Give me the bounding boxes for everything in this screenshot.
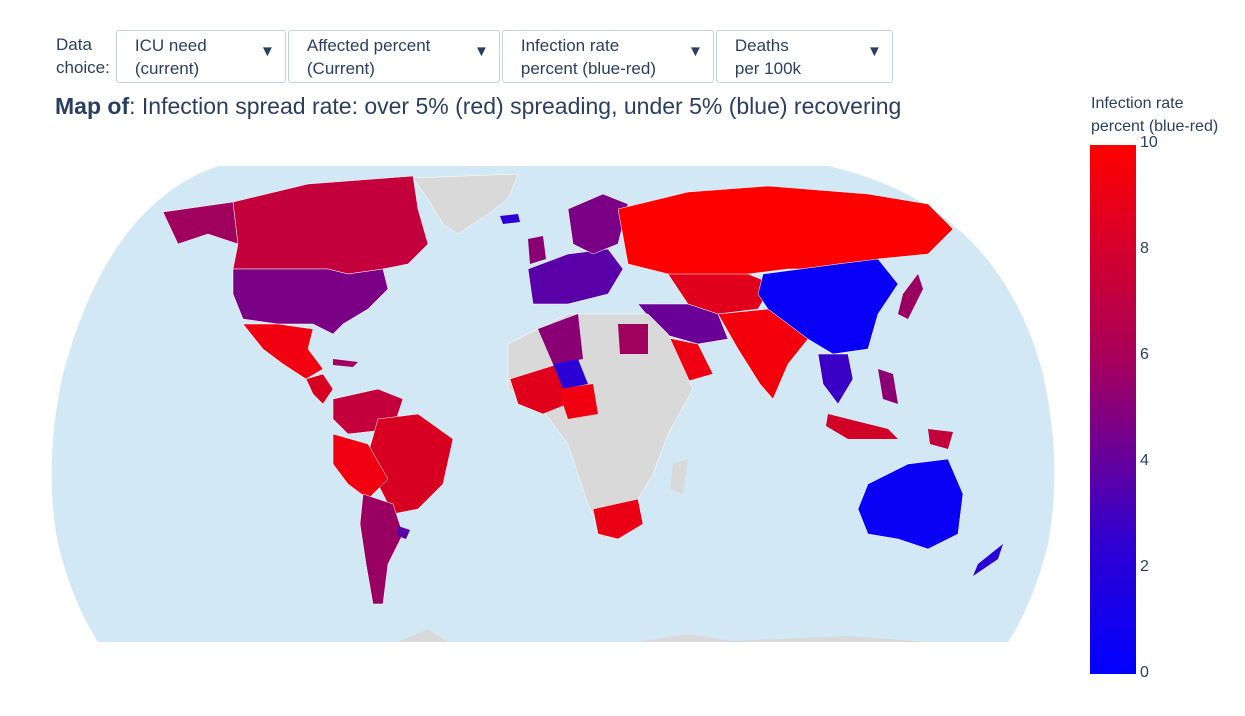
alaska[interactable] [162, 201, 239, 245]
colorbar-title-line2: percent (blue-red) [1091, 118, 1219, 135]
new-zealand[interactable] [973, 544, 1003, 576]
niger[interactable] [553, 359, 588, 389]
cuba[interactable] [333, 359, 358, 367]
papua-new-guinea[interactable] [928, 429, 953, 449]
dropdown-label: per 100k [734, 59, 802, 78]
canada[interactable] [232, 175, 429, 275]
algeria[interactable] [538, 314, 583, 364]
chevron-down-icon: ▼ [474, 43, 489, 60]
colorbar-tick: 6 [1140, 346, 1149, 363]
scandinavia[interactable] [567, 193, 629, 255]
argentina-chile[interactable] [359, 493, 404, 605]
west-africa[interactable] [509, 363, 569, 415]
world-map[interactable] [48, 164, 1058, 644]
map-title: Map of: Infection spread rate: over 5% (… [55, 93, 901, 120]
greenland[interactable] [412, 173, 519, 235]
mexico[interactable] [242, 323, 324, 380]
south-africa[interactable] [592, 498, 644, 540]
central-america[interactable] [305, 373, 334, 405]
colorbar-tick: 2 [1140, 558, 1149, 575]
usa[interactable] [232, 268, 389, 335]
colorbar-tick: 0 [1140, 664, 1149, 681]
chevron-down-icon: ▼ [688, 43, 703, 60]
deaths-per-100k-dropdown[interactable]: Deaths per 100k ▼ [715, 30, 893, 83]
infection-rate-dropdown[interactable]: Infection rate percent (blue-red) ▼ [501, 30, 714, 83]
madagascar[interactable] [670, 459, 688, 494]
map-title-bold: Map of [55, 93, 130, 119]
colorbar-tick: 8 [1140, 240, 1149, 257]
antarctica [398, 629, 448, 642]
affected-percent-dropdown[interactable]: Affected percent (Current) ▼ [287, 30, 500, 83]
data-choice-controls: Data choice: ICU need (current) ▼ Affect… [56, 30, 895, 83]
china[interactable] [757, 258, 899, 355]
antarctica [638, 634, 738, 642]
colorbar [1090, 145, 1136, 674]
dropdown-label: (Current) [306, 59, 375, 78]
colorbar-tick: 4 [1140, 452, 1149, 469]
antarctica [708, 636, 928, 642]
uruguay[interactable] [398, 526, 410, 539]
icu-need-dropdown[interactable]: ICU need (current) ▼ [115, 30, 286, 83]
uk-ireland[interactable] [528, 236, 546, 264]
western-europe[interactable] [527, 248, 624, 305]
indonesia[interactable] [826, 414, 898, 439]
map-title-text: : Infection spread rate: over 5% (red) s… [129, 93, 902, 119]
southeast-asia[interactable] [817, 353, 854, 405]
chevron-down-icon: ▼ [867, 43, 882, 60]
australia[interactable] [857, 458, 964, 550]
dropdown-label: ICU need [134, 36, 207, 55]
chevron-down-icon: ▼ [260, 43, 275, 60]
data-choice-label: Data choice: [56, 30, 116, 83]
japan[interactable] [898, 274, 923, 319]
colorbar-tick: 10 [1140, 134, 1158, 151]
nigeria[interactable] [558, 384, 598, 419]
colorbar-title: Infection rate percent (blue-red) [1091, 92, 1218, 138]
data-choice-label-line2: choice: [56, 58, 110, 77]
egypt[interactable] [618, 324, 648, 354]
iceland[interactable] [500, 214, 520, 224]
colorbar-title-line1: Infection rate [1091, 95, 1184, 112]
dropdown-label: Infection rate [520, 36, 620, 55]
philippines[interactable] [878, 369, 898, 404]
dropdown-label: Deaths [734, 36, 789, 55]
data-choice-label-line1: Data [56, 35, 92, 54]
dropdown-label: percent (blue-red) [520, 59, 656, 78]
dropdown-label: (current) [134, 59, 200, 78]
dropdown-label: Affected percent [306, 36, 431, 55]
